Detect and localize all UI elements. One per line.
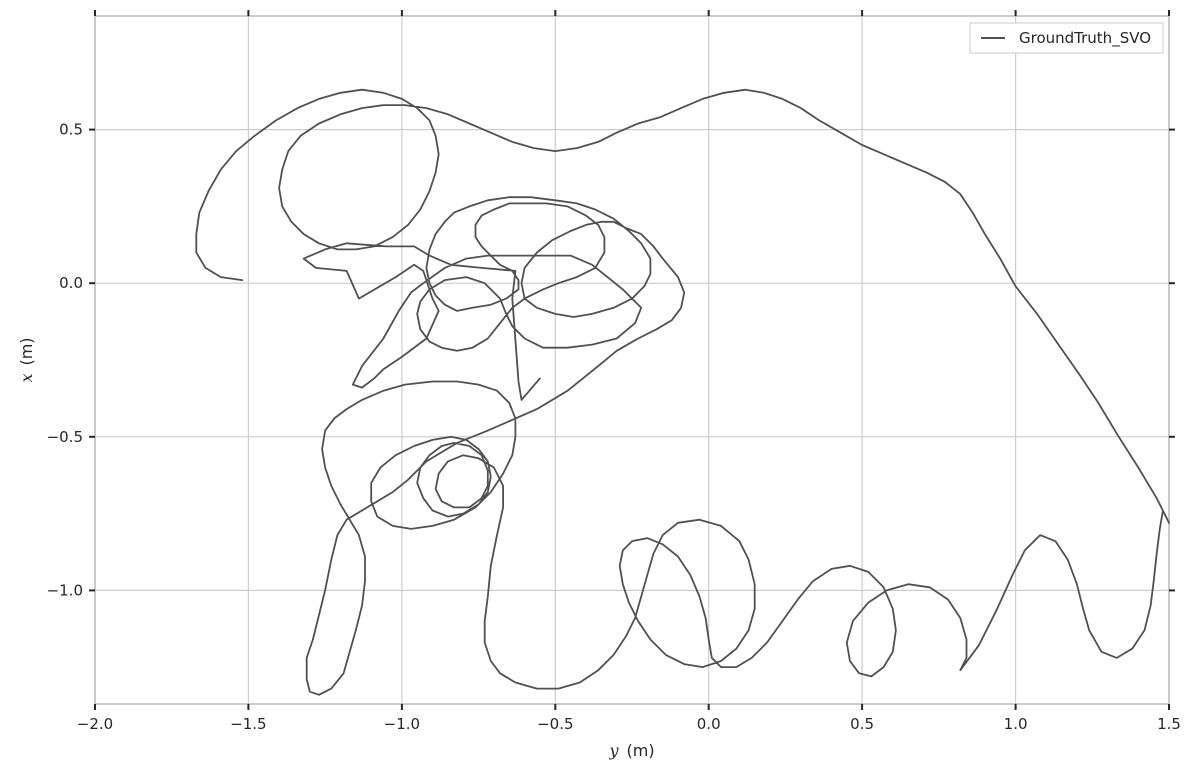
y-tick-label: −1.0 [47,581,83,599]
x-tick-label: 1.5 [1157,715,1181,733]
x-tick-labels: −2.0 −1.5 −1.0 −0.5 0.0 0.5 1.0 1.5 [77,715,1181,733]
x-tick-label: 0.5 [850,715,874,733]
x-axis-label: y (m) [608,741,654,760]
y-axis-symbol: x [17,374,36,383]
y-tick-labels: −1.0 −0.5 0.0 0.5 [47,121,83,600]
y-tick-label: 0.0 [59,274,83,292]
y-tick-label: −0.5 [47,428,83,446]
x-tick-label: −1.0 [384,715,420,733]
legend: GroundTruth_SVO [969,22,1164,54]
x-tick-label: 1.0 [1004,715,1028,733]
y-tick-label: 0.5 [59,121,83,139]
y-axis-label: x (m) [17,337,36,382]
plot-area-frame [94,15,1170,705]
x-tick-label: −1.5 [230,715,266,733]
x-tick-label: 0.0 [697,715,721,733]
series-layer [195,88,1170,696]
grid-lines [94,16,1170,704]
axis-ticks [89,10,1175,710]
legend-entry-label: GroundTruth_SVO [1019,29,1151,48]
y-axis-unit: (m) [17,337,36,365]
x-tick-label: −2.0 [77,715,113,733]
series-line-groundtruth-svo [195,88,1170,696]
x-axis-unit: (m) [626,741,654,760]
x-tick-label: −0.5 [537,715,573,733]
x-axis-symbol: y [608,741,619,760]
